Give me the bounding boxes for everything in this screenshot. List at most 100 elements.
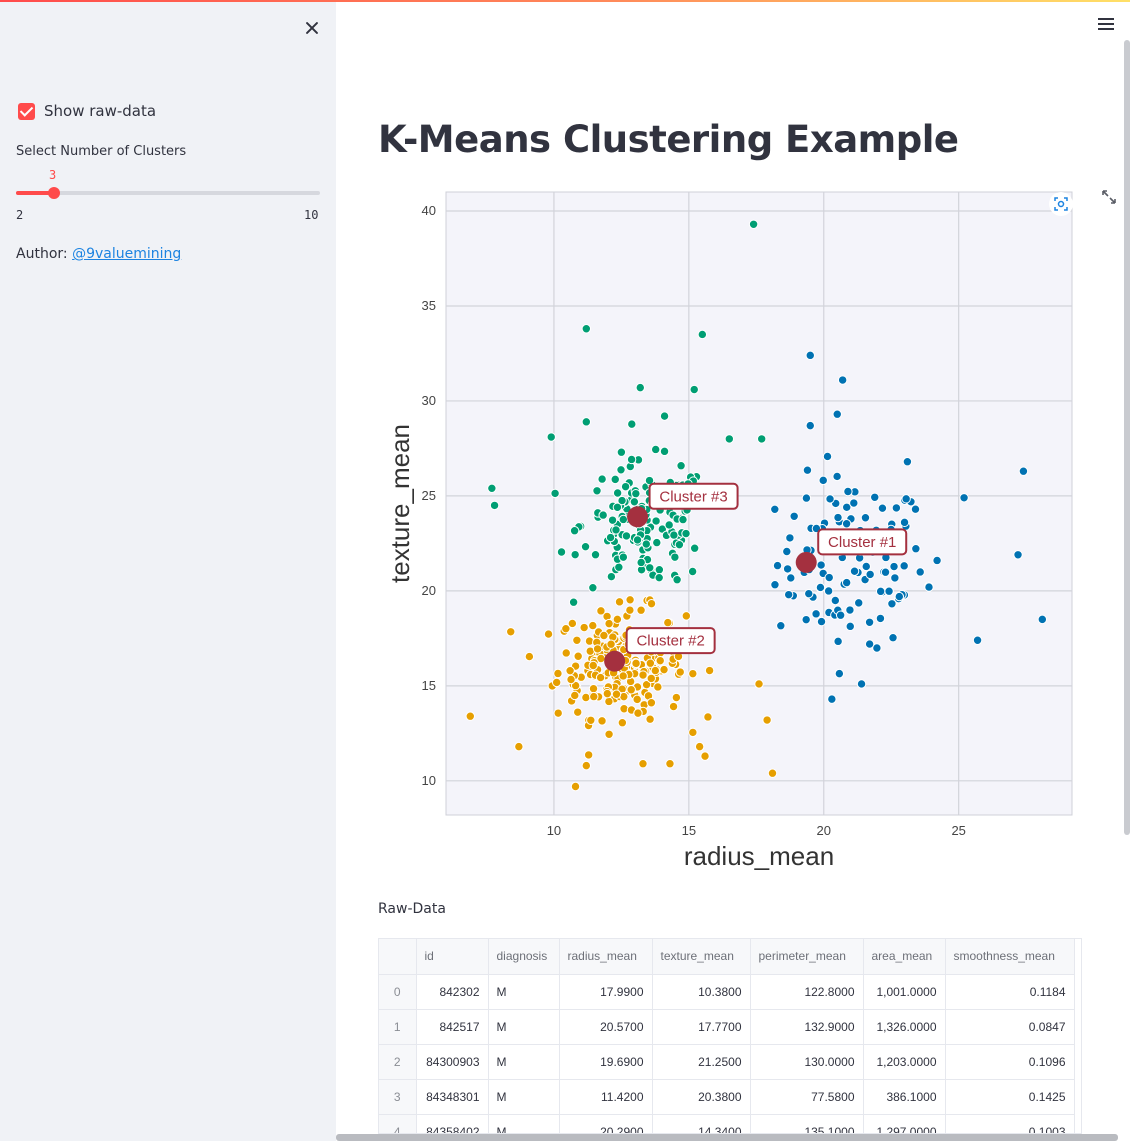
table-cell[interactable]: 842517 (416, 1009, 489, 1045)
data-point-cluster2 (633, 708, 643, 718)
column-header-diagnosis[interactable]: diagnosis (488, 939, 560, 975)
table-cell[interactable]: 0.0847 (945, 1009, 1075, 1045)
fullscreen-icon[interactable] (1100, 188, 1118, 206)
table-cell[interactable]: 17.9900 (559, 974, 653, 1010)
table-cell[interactable]: 0.1184 (945, 974, 1075, 1010)
table-row[interactable]: 3 84348301 M 11.4200 20.3800 77.5800 386.1000 0… (379, 1079, 1075, 1115)
column-header-index[interactable] (379, 939, 417, 975)
table-cell[interactable]: 20.5700 (559, 1009, 653, 1045)
data-point-cluster2 (596, 606, 606, 616)
row-index[interactable]: 3 (379, 1079, 417, 1115)
table-cell[interactable]: 84300903 (416, 1044, 489, 1080)
data-point-cluster3 (581, 324, 592, 334)
data-point-cluster2 (583, 750, 594, 760)
data-point-cluster1 (875, 586, 886, 597)
row-index[interactable]: 4 (379, 1114, 417, 1133)
table-row[interactable]: 2 84300903 M 19.6900 21.2500 130.0000 1,203.00… (379, 1044, 1075, 1080)
data-point-cluster3 (614, 562, 624, 572)
table-cell[interactable]: 842302 (416, 974, 489, 1010)
table-cell[interactable]: 20.3800 (652, 1079, 751, 1115)
author-link[interactable]: @9valuemining (72, 246, 182, 262)
column-header-id[interactable]: id (416, 939, 489, 975)
table-cell[interactable]: 21.2500 (652, 1044, 751, 1080)
checkbox-checked-icon[interactable] (18, 102, 35, 120)
table-cell[interactable]: M (488, 1009, 560, 1045)
column-header-perimeter_mean[interactable]: perimeter_mean (750, 939, 864, 975)
table-cell[interactable]: 84358402 (416, 1114, 489, 1133)
data-point-cluster1 (899, 517, 910, 528)
column-header-radius_mean[interactable]: radius_mean (559, 939, 653, 975)
data-point-cluster1 (782, 564, 793, 574)
column-header-texture_mean[interactable]: texture_mean (652, 939, 751, 975)
table-cell[interactable]: 0.1425 (945, 1079, 1075, 1115)
cluster-slider-track[interactable] (16, 191, 320, 195)
horizontal-scrollbar[interactable] (336, 1134, 1118, 1141)
data-point-cluster1 (877, 503, 888, 513)
data-point-cluster2 (579, 622, 589, 633)
table-row[interactable]: 1 842517 M 20.5700 17.7700 132.9000 1,326.0000… (379, 1009, 1075, 1045)
table-cell[interactable]: 1,326.0000 (863, 1009, 946, 1045)
data-point-cluster1 (822, 451, 833, 462)
data-point-cluster2 (703, 712, 713, 722)
table-cell[interactable]: 20.2900 (559, 1114, 653, 1133)
centroid-label: Cluster #1 (828, 534, 896, 551)
table-cell[interactable]: M (488, 1079, 560, 1115)
table-cell[interactable]: M (488, 1044, 560, 1080)
table-cell[interactable]: 0.1096 (945, 1044, 1075, 1080)
close-icon[interactable] (300, 16, 324, 40)
show-raw-data-checkbox[interactable]: Show raw-data (18, 102, 156, 120)
table-cell[interactable]: 17.7700 (652, 1009, 751, 1045)
data-point-cluster2 (650, 665, 661, 676)
data-point-cluster1 (1013, 550, 1023, 560)
vertical-scrollbar[interactable] (1124, 40, 1130, 835)
raw-data-table[interactable]: id diagnosis radius_mean texture_mean perime… (378, 938, 1082, 1134)
data-point-cluster3 (606, 571, 617, 582)
raw-data-grid[interactable]: id diagnosis radius_mean texture_mean perime… (379, 939, 1075, 1133)
data-point-cluster1 (891, 503, 902, 513)
data-point-cluster2 (653, 682, 663, 692)
data-point-cluster2 (646, 698, 657, 708)
data-point-cluster1 (911, 544, 921, 554)
table-cell[interactable]: 386.1000 (863, 1079, 946, 1115)
table-cell[interactable]: 19.6900 (559, 1044, 653, 1080)
table-cell[interactable]: 1,001.0000 (863, 974, 946, 1010)
table-cell[interactable]: 1,297.0000 (863, 1114, 946, 1133)
table-cell[interactable]: 132.9000 (750, 1009, 864, 1045)
data-point-cluster2 (586, 715, 596, 725)
data-point-cluster3 (676, 461, 686, 471)
data-point-cluster3 (610, 474, 620, 485)
data-point-cluster3 (670, 552, 680, 562)
data-point-cluster3 (592, 486, 602, 496)
table-cell[interactable]: 84348301 (416, 1079, 489, 1115)
table-cell[interactable]: 1,203.0000 (863, 1044, 946, 1080)
row-index[interactable]: 2 (379, 1044, 417, 1080)
table-cell[interactable]: 14.3400 (652, 1114, 751, 1133)
camera-icon[interactable] (1049, 192, 1073, 216)
row-index[interactable]: 0 (379, 974, 417, 1010)
table-cell[interactable]: M (488, 974, 560, 1010)
data-point-cluster2 (565, 665, 575, 676)
data-point-cluster1 (888, 633, 898, 643)
data-point-cluster1 (1018, 466, 1029, 476)
table-cell[interactable]: 0.1003 (945, 1114, 1075, 1133)
table-cell[interactable]: 135.1000 (750, 1114, 864, 1133)
data-point-cluster2 (570, 680, 581, 691)
cluster-slider-thumb[interactable] (48, 187, 60, 199)
data-point-cluster3 (550, 488, 560, 499)
column-header-smoothness_mean[interactable]: smoothness_mean (945, 939, 1075, 975)
data-point-cluster3 (632, 535, 643, 545)
table-cell[interactable]: M (488, 1114, 560, 1133)
column-header-area_mean[interactable]: area_mean (863, 939, 946, 975)
table-cell[interactable]: 10.3800 (652, 974, 751, 1010)
data-point-cluster2 (602, 688, 613, 699)
row-index[interactable]: 1 (379, 1009, 417, 1045)
data-point-cluster3 (588, 583, 598, 593)
table-row[interactable]: 0 842302 M 17.9900 10.3800 122.8000 1,001.0000… (379, 974, 1075, 1010)
table-cell[interactable]: 130.0000 (750, 1044, 864, 1080)
table-cell[interactable]: 11.4200 (559, 1079, 653, 1115)
table-cell[interactable]: 77.5800 (750, 1079, 864, 1115)
data-point-cluster2 (514, 741, 524, 752)
table-cell[interactable]: 122.8000 (750, 974, 864, 1010)
table-row[interactable]: 4 84358402 M 20.2900 14.3400 135.1000 1,297.00… (379, 1114, 1075, 1133)
hamburger-menu-icon[interactable] (1098, 18, 1114, 32)
